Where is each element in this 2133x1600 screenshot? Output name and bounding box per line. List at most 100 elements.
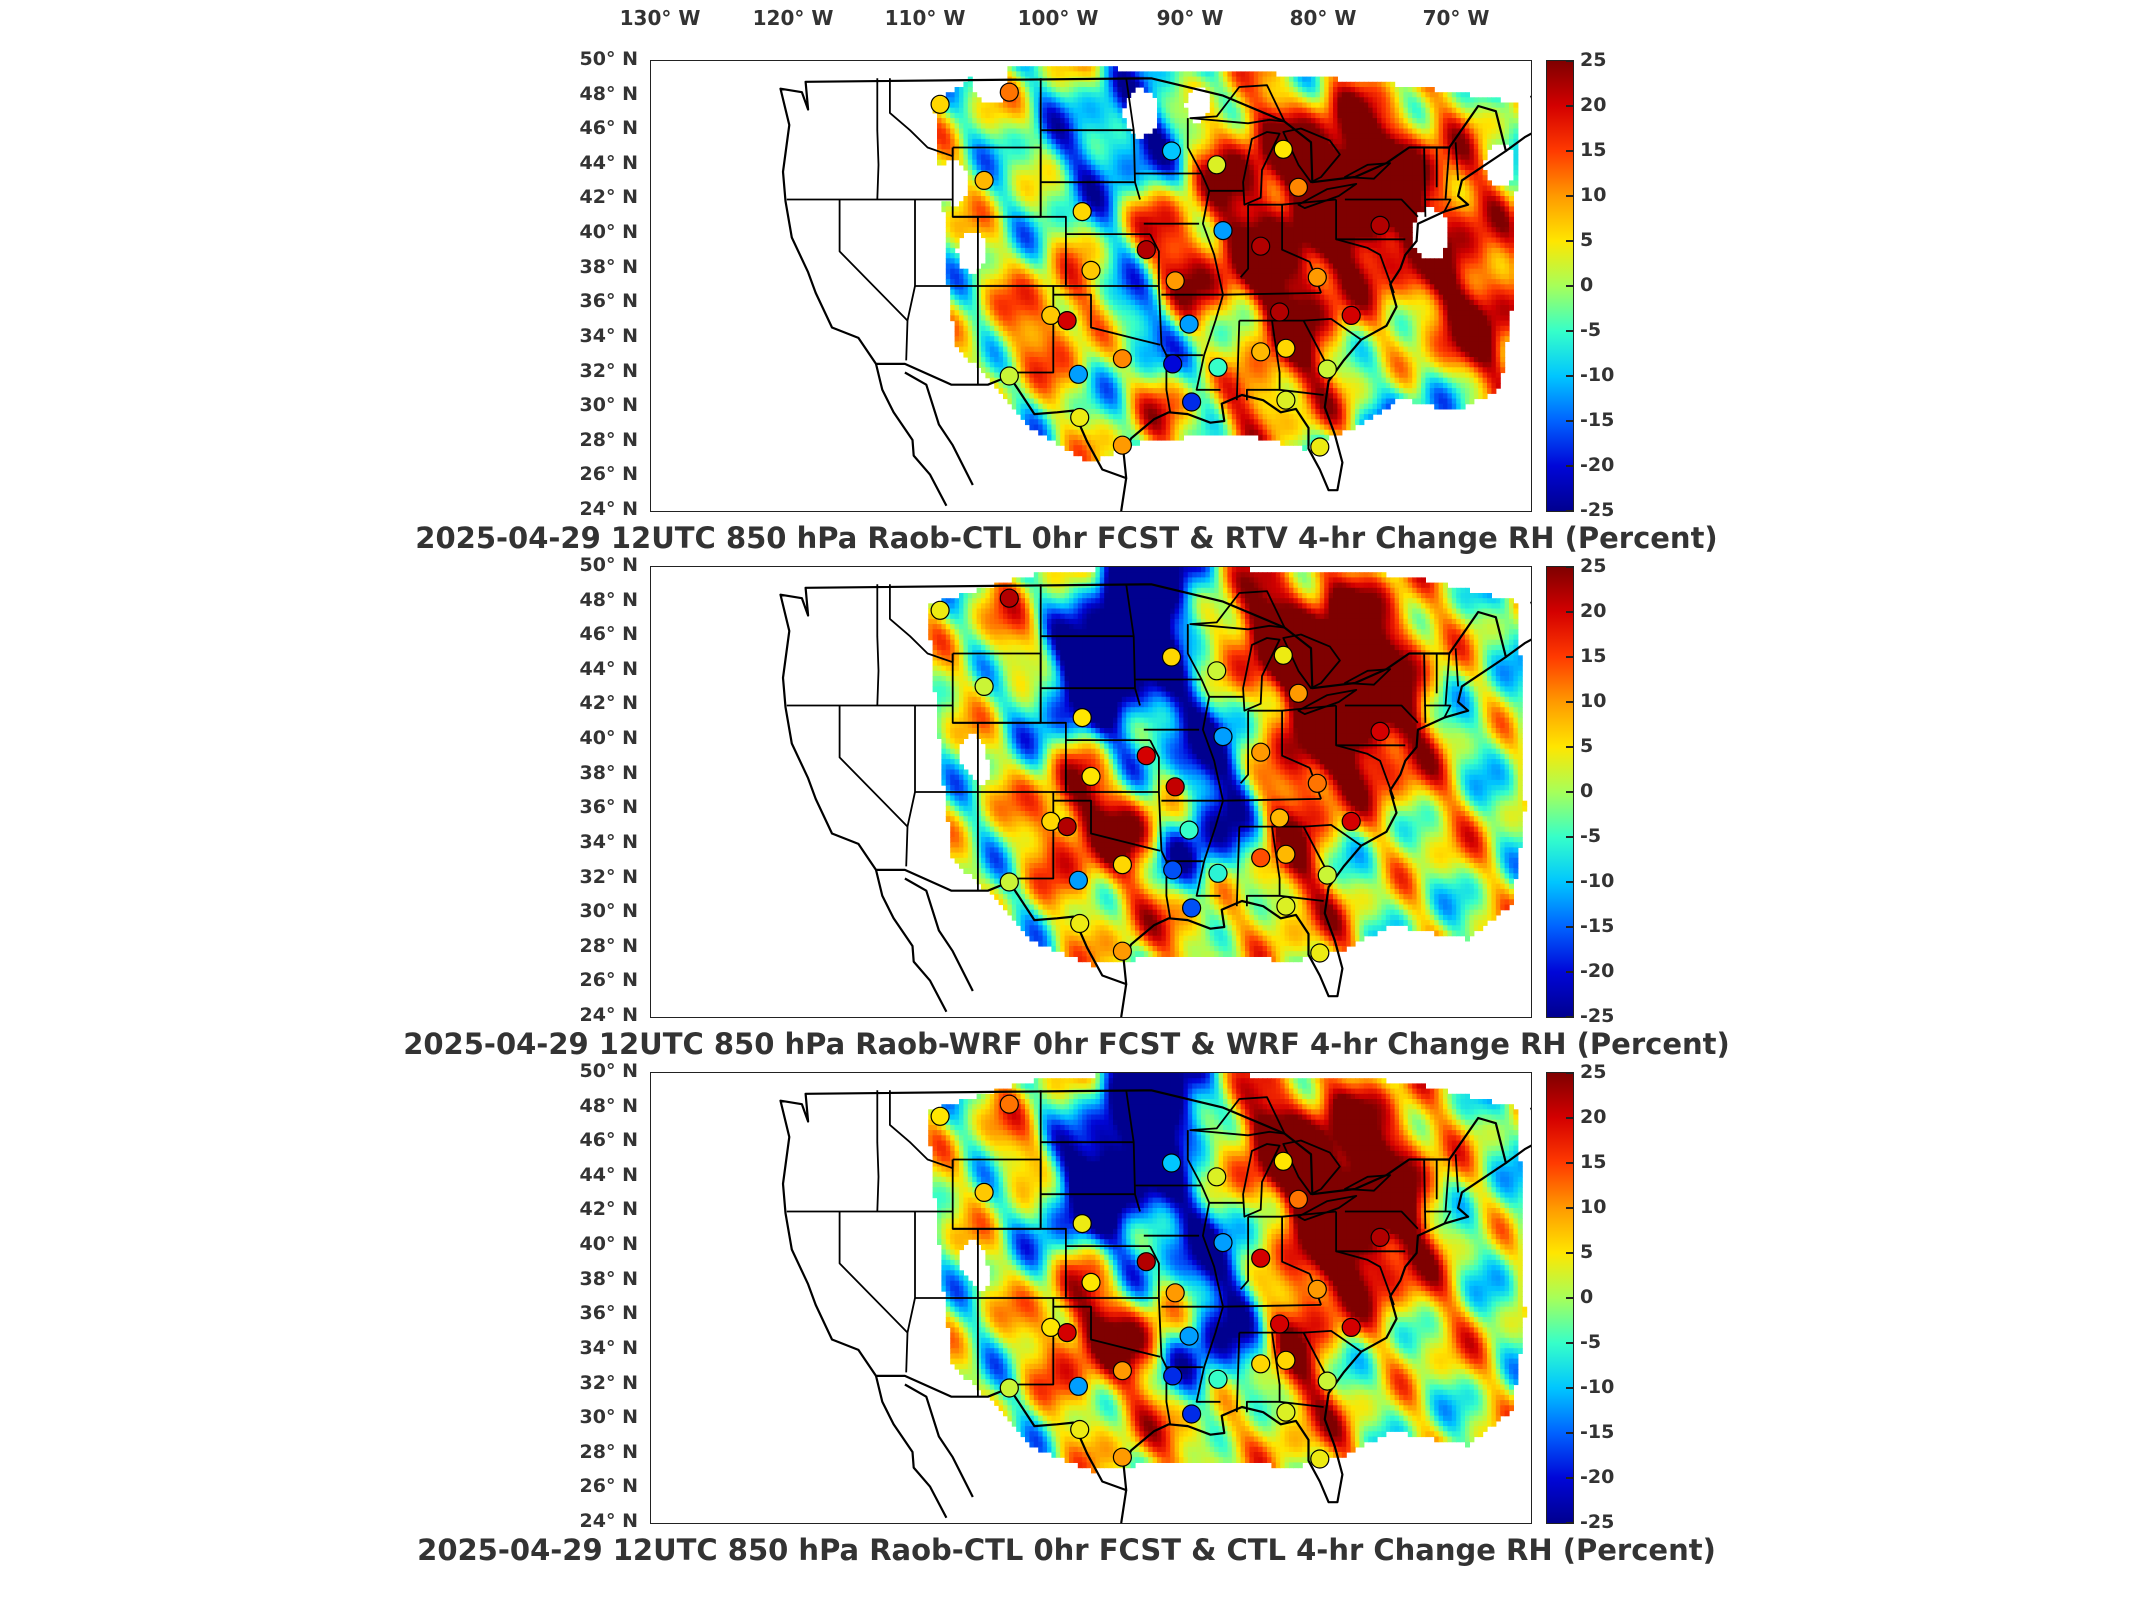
colorbar-tick: [1566, 791, 1574, 793]
colorbar-tick: [1566, 510, 1574, 512]
lon-tick-label: 110° W: [885, 6, 966, 30]
raob-station-marker: [1112, 349, 1132, 369]
colorbar-tick: [1566, 746, 1574, 748]
raob-station-marker: [1207, 155, 1227, 175]
lat-tick-label: 36° N: [558, 290, 638, 312]
colorbar-tick-label: -15: [1580, 409, 1614, 431]
raob-station-marker: [1057, 817, 1077, 837]
lat-tick-label: 32° N: [558, 360, 638, 382]
lat-tick-label: 50° N: [558, 554, 638, 576]
colorbar-tick: [1566, 1477, 1574, 1479]
lat-tick-label: 26° N: [558, 1475, 638, 1497]
colorbar-tick-label: -25: [1580, 1511, 1614, 1533]
raob-station-marker: [1208, 357, 1228, 377]
raob-station-marker: [1070, 1419, 1090, 1440]
raob-station-marker: [1072, 708, 1092, 728]
colorbar-tick-label: -20: [1580, 960, 1614, 982]
raob-station-marker: [1165, 777, 1185, 797]
colorbar-tick-label: -25: [1580, 1005, 1614, 1027]
lon-tick-label: 100° W: [1018, 6, 1099, 30]
colorbar-tick: [1566, 465, 1574, 467]
lat-tick-label: 30° N: [558, 394, 638, 416]
raob-station-marker: [1068, 870, 1088, 890]
lat-tick-label: 44° N: [558, 658, 638, 680]
colorbar-tick: [1566, 240, 1574, 242]
raob-station-marker: [999, 872, 1019, 892]
raob-station-marker: [1370, 215, 1390, 235]
lon-tick-label: 80° W: [1290, 6, 1357, 30]
colorbar-tick: [1566, 150, 1574, 152]
lat-tick-label: 28° N: [558, 1441, 638, 1463]
raob-station-marker: [1081, 260, 1101, 280]
colorbar-tick: [1566, 971, 1574, 973]
colorbar-tick: [1566, 1387, 1574, 1389]
colorbar-tick: [1566, 1522, 1574, 1524]
raob-station-marker: [974, 1182, 994, 1203]
raob-station-marker: [1341, 1317, 1361, 1337]
raob-station-marker: [1161, 647, 1182, 667]
raob-station-marker: [1207, 1167, 1227, 1187]
colorbar-tick: [1566, 611, 1574, 613]
raob-station-marker: [930, 600, 950, 620]
lat-tick-label: 50° N: [558, 48, 638, 70]
raob-station-marker: [1276, 896, 1296, 916]
lat-tick-label: 38° N: [558, 762, 638, 784]
colorbar-tick-label: 25: [1580, 49, 1606, 71]
colorbar-tick: [1566, 375, 1574, 377]
lat-tick-label: 46° N: [558, 117, 638, 139]
raob-station-marker: [1317, 1371, 1337, 1391]
lon-tick-label: 130° W: [620, 6, 701, 30]
colorbar-tick-label: 10: [1580, 1196, 1606, 1218]
colorbar-tick: [1566, 1432, 1574, 1434]
raob-station-marker: [999, 588, 1019, 608]
lat-tick-label: 48° N: [558, 589, 638, 611]
map-panel-3: [650, 1072, 1532, 1524]
raob-station-marker: [1288, 177, 1309, 197]
raob-station-marker: [1165, 1283, 1185, 1303]
raob-station-marker: [1070, 407, 1090, 428]
raob-station-marker: [930, 94, 950, 114]
colorbar-tick: [1566, 566, 1574, 568]
lon-tick-label: 90° W: [1157, 6, 1224, 30]
colorbar-tick-label: 0: [1580, 780, 1593, 802]
lat-tick-label: 42° N: [558, 692, 638, 714]
raob-station-marker: [1307, 1279, 1327, 1299]
colorbar-tick-label: 20: [1580, 600, 1606, 622]
colorbar-tick: [1566, 656, 1574, 658]
raob-station-marker: [1208, 1369, 1228, 1389]
colorbar-tick: [1566, 1016, 1574, 1018]
raob-station-marker: [999, 1378, 1019, 1398]
colorbar-tick-label: 25: [1580, 555, 1606, 577]
raob-station-marker: [1041, 1317, 1061, 1337]
raob-station-marker: [1136, 1252, 1156, 1272]
raob-station-marker: [1072, 202, 1092, 222]
raob-station-marker: [1041, 305, 1061, 325]
raob-station-marker: [1307, 267, 1327, 287]
lat-tick-label: 42° N: [558, 1198, 638, 1220]
lat-tick-label: 48° N: [558, 83, 638, 105]
raob-station-marker: [1269, 808, 1290, 828]
raob-station-marker: [1057, 311, 1077, 331]
colorbar-tick-label: 5: [1580, 1241, 1593, 1263]
colorbar-tick: [1566, 1162, 1574, 1164]
raob-station-marker: [1181, 898, 1202, 918]
raob-station-marker: [1041, 811, 1061, 831]
colorbar-tick: [1566, 1117, 1574, 1119]
colorbar-tick: [1566, 926, 1574, 928]
raob-station-marker: [999, 82, 1019, 102]
raob-station-marker: [1057, 1323, 1077, 1343]
colorbar-tick-label: -5: [1580, 1331, 1601, 1353]
raob-station-marker: [1179, 314, 1199, 334]
colorbar-tick: [1566, 836, 1574, 838]
colorbar-tick-label: 0: [1580, 1286, 1593, 1308]
raob-station-marker: [1213, 221, 1233, 241]
raob-station-marker: [1213, 1233, 1233, 1253]
colorbar-tick-label: -10: [1580, 870, 1614, 892]
lat-tick-label: 30° N: [558, 1406, 638, 1428]
colorbar-tick: [1566, 285, 1574, 287]
colorbar-tick-label: -15: [1580, 915, 1614, 937]
raob-station-marker: [1136, 240, 1156, 260]
raob-station-marker: [1273, 645, 1293, 665]
lat-tick-label: 32° N: [558, 866, 638, 888]
raob-station-marker: [1370, 1227, 1390, 1247]
